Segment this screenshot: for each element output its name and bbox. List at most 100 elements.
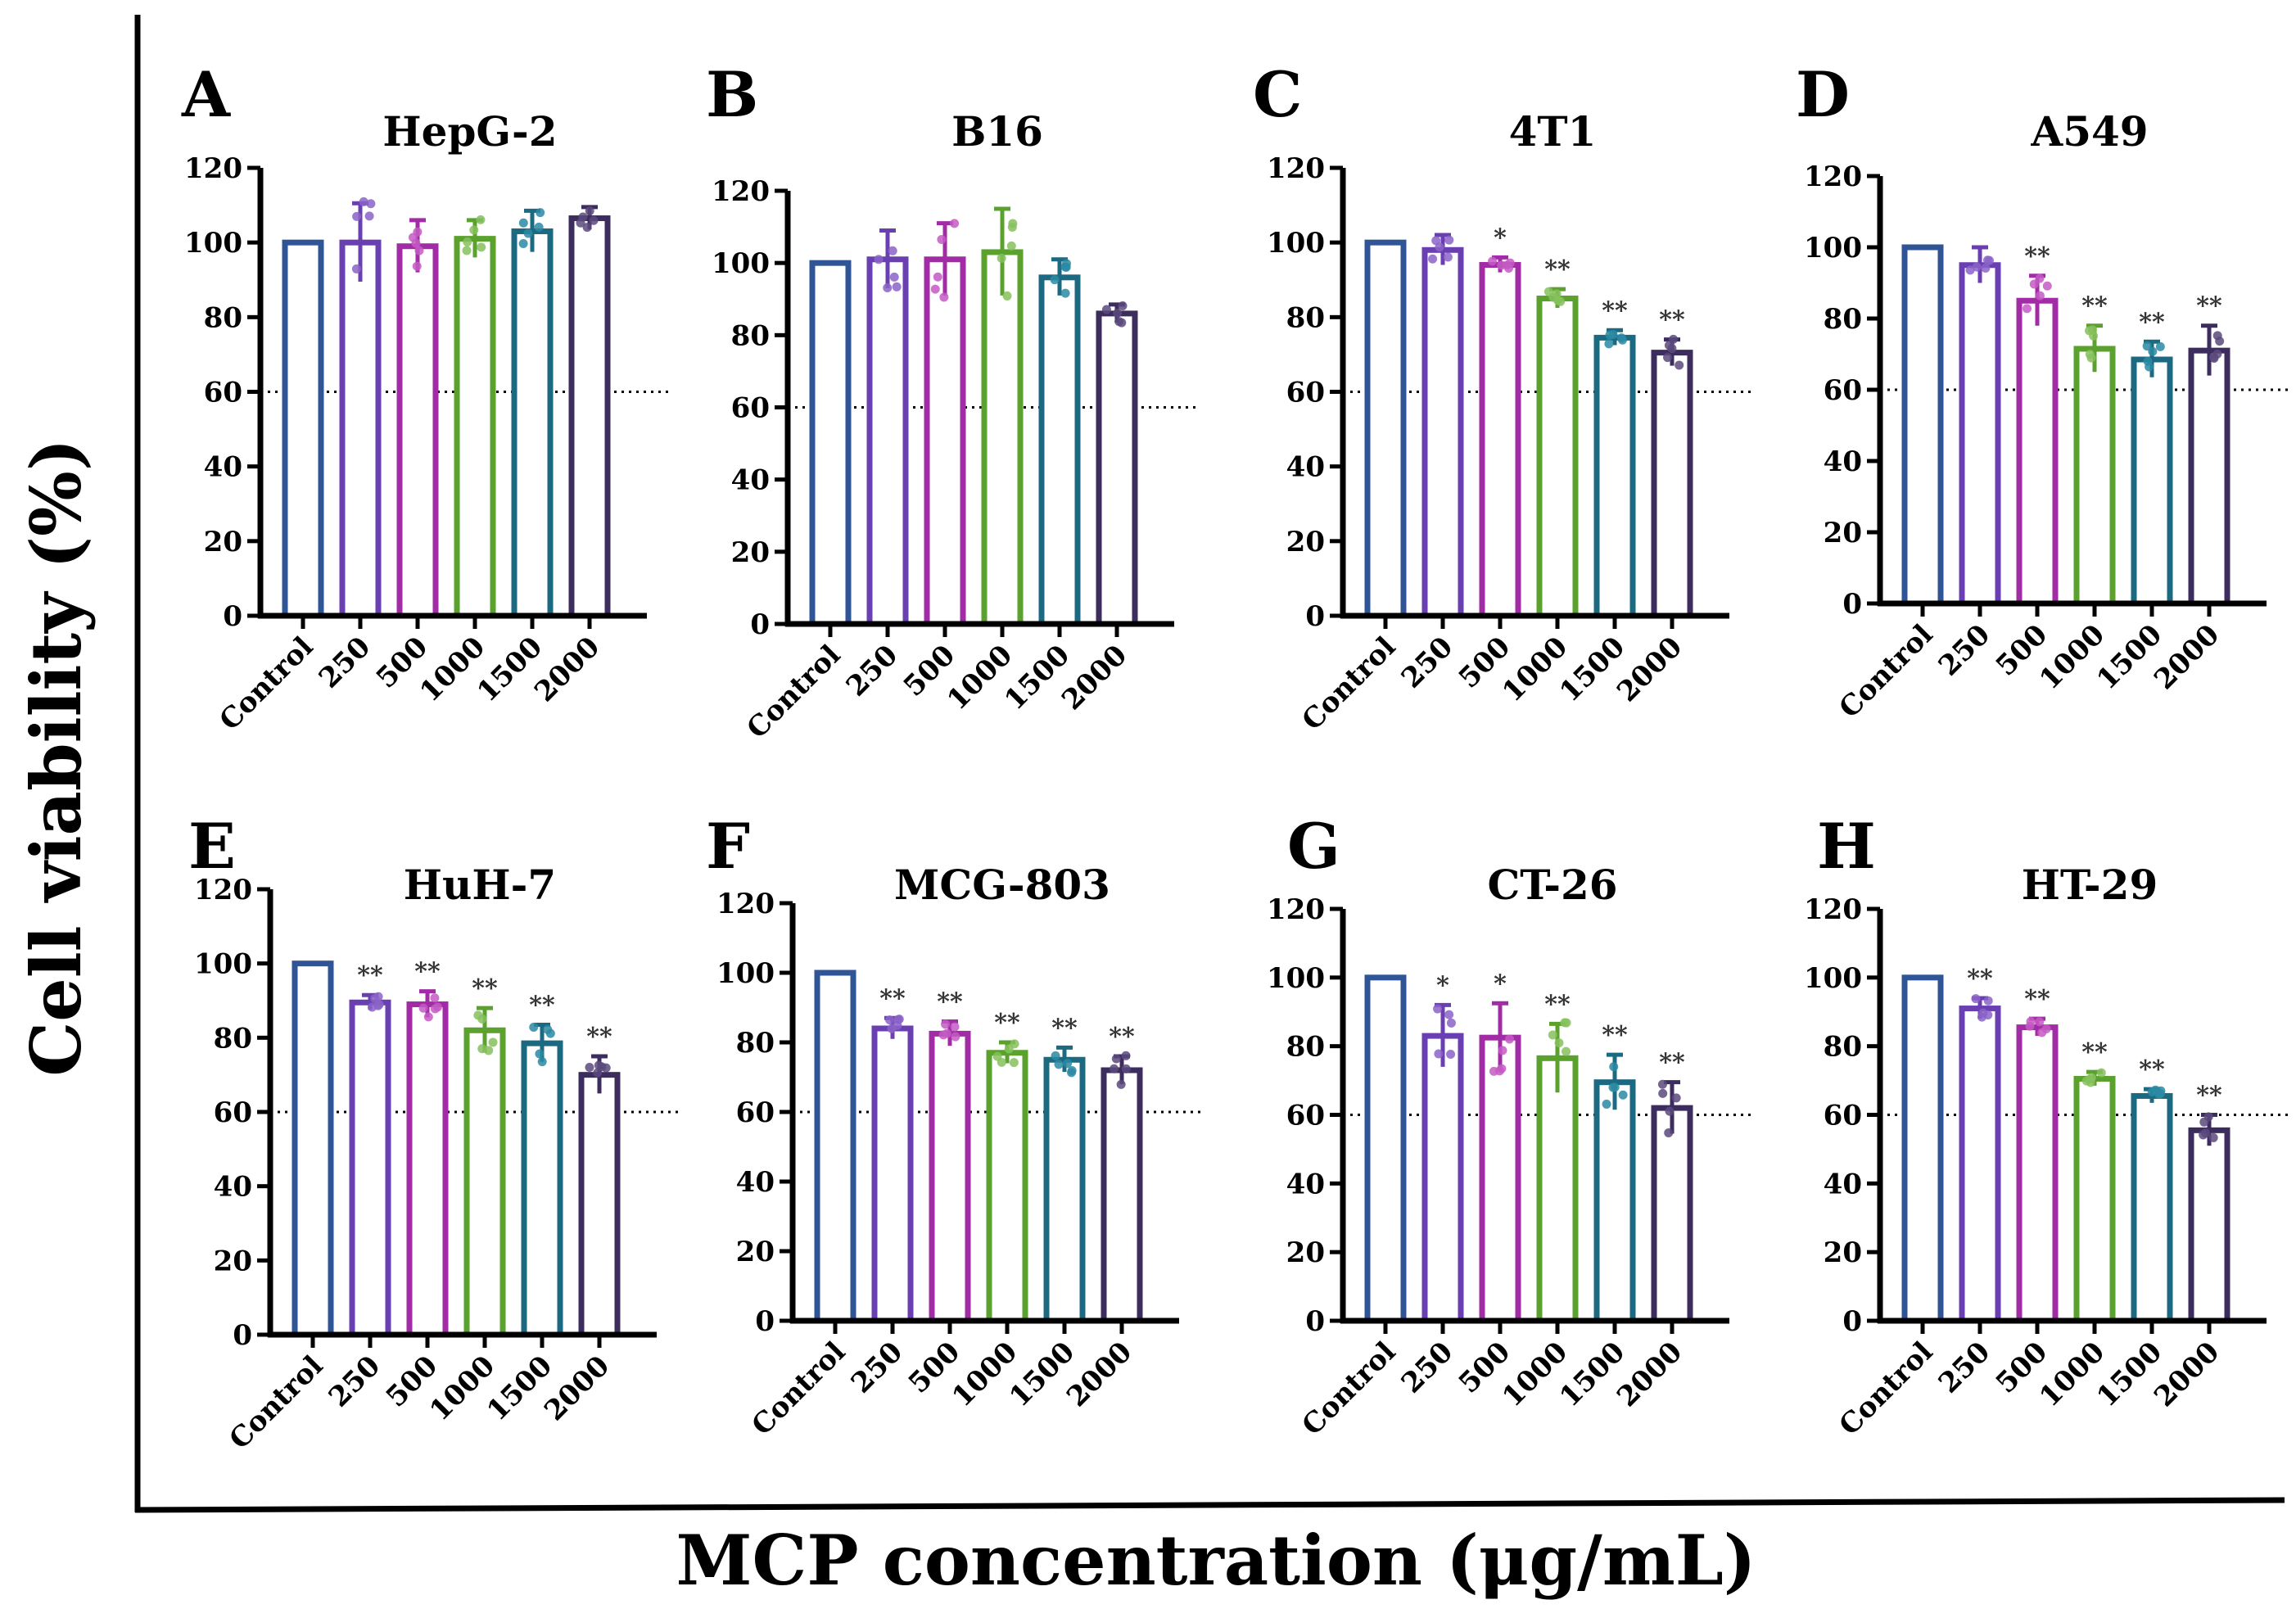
y-tick-label: 40 xyxy=(204,451,242,484)
replicate-dot xyxy=(463,237,472,247)
x-tick-label: Control xyxy=(1295,630,1402,737)
replicate-dot xyxy=(1004,1044,1014,1054)
x-tick-label: 250 xyxy=(1395,630,1459,694)
significance-marker: ** xyxy=(1967,965,1993,993)
replicate-dot xyxy=(418,1003,428,1013)
replicate-dot xyxy=(941,1019,951,1029)
replicate-dot xyxy=(1965,265,1975,275)
replicate-dot xyxy=(1608,1082,1618,1092)
replicate-dot xyxy=(518,218,528,228)
x-tick-label: 1500 xyxy=(2090,618,2168,696)
significance-marker: ** xyxy=(1109,1023,1135,1051)
significance-marker: ** xyxy=(2081,1038,2108,1067)
bar-1000 xyxy=(986,1050,1028,1324)
y-tick-label: 80 xyxy=(204,301,242,334)
replicate-dot xyxy=(430,1004,440,1014)
y-tick-label: 20 xyxy=(204,526,242,558)
y-tick-label: 80 xyxy=(214,1022,252,1055)
x-tick-label: 250 xyxy=(323,1349,386,1413)
y-tick-label: 120 xyxy=(184,152,242,185)
replicate-dot xyxy=(930,284,940,294)
replicate-dot xyxy=(2208,1132,2218,1142)
y-tick-label: 60 xyxy=(214,1096,252,1129)
significance-marker: ** xyxy=(1659,1049,1685,1078)
y-tick-label: 60 xyxy=(731,392,770,425)
bar-control xyxy=(1364,974,1407,1324)
replicate-dot xyxy=(933,272,942,282)
y-tick-label: 120 xyxy=(1804,893,1862,926)
y-tick-label: 60 xyxy=(1824,374,1862,407)
replicate-dot xyxy=(1554,1038,1564,1048)
x-tick-label: Control xyxy=(1833,618,1939,725)
bar-2000 xyxy=(2188,1127,2230,1324)
bar-1500 xyxy=(2131,1092,2173,1324)
replicate-dot xyxy=(1608,330,1618,340)
replicate-dot xyxy=(477,1044,487,1054)
replicate-dot xyxy=(366,199,376,209)
panel-letter: F xyxy=(706,810,750,883)
x-tick-label: Control xyxy=(745,1336,852,1442)
x-tick-label: 1000 xyxy=(946,1336,1024,1413)
replicate-dot xyxy=(1433,1004,1443,1014)
x-tick-label: 1500 xyxy=(998,639,1076,716)
replicate-dot xyxy=(1663,353,1673,363)
replicate-dot xyxy=(2022,304,2032,314)
replicate-dot xyxy=(950,1022,960,1032)
chart-panels: AHepG-2Control25050010001500200002040608… xyxy=(181,58,2288,1456)
replicate-dot xyxy=(529,1022,539,1032)
replicate-dot xyxy=(1609,1062,1619,1072)
replicate-dot xyxy=(477,1014,487,1024)
replicate-dot xyxy=(518,238,528,248)
significance-marker: ** xyxy=(994,1009,1020,1037)
figure-x-label: MCP concentration (μg/mL) xyxy=(676,1520,1756,1601)
replicate-dot xyxy=(2035,273,2045,283)
replicate-dot xyxy=(1060,288,1070,298)
panel-title: A549 xyxy=(2030,107,2148,156)
replicate-dot xyxy=(462,246,472,255)
replicate-dot xyxy=(2148,346,2158,356)
x-tick-label: Control xyxy=(223,1349,329,1456)
panel-letter: E xyxy=(188,810,236,883)
y-tick-label: 0 xyxy=(1305,600,1325,633)
x-tick-label: 2000 xyxy=(2148,1336,2226,1413)
bar-1000 xyxy=(463,1027,506,1338)
significance-marker: * xyxy=(1494,969,1507,998)
x-tick-label: 250 xyxy=(840,639,904,703)
replicate-dot xyxy=(1446,1018,1456,1028)
figure-y-label: Cell viability (%) xyxy=(16,438,97,1076)
panel-letter: A xyxy=(181,58,231,131)
replicate-dot xyxy=(1006,241,1016,251)
y-tick-label: 60 xyxy=(204,377,242,409)
replicate-dot xyxy=(545,1028,555,1038)
y-tick-label: 0 xyxy=(1305,1305,1325,1338)
significance-marker: ** xyxy=(529,991,555,1019)
replicate-dot xyxy=(1617,335,1627,345)
replicate-dot xyxy=(1488,256,1498,266)
significance-marker: * xyxy=(1494,224,1507,252)
replicate-dot xyxy=(892,282,902,292)
replicate-dot xyxy=(582,223,592,233)
replicate-dot xyxy=(1505,1034,1515,1044)
replicate-dot xyxy=(1562,1046,1571,1056)
replicate-dot xyxy=(1444,235,1454,245)
replicate-dot xyxy=(469,225,479,235)
bar-250 xyxy=(1421,1033,1464,1324)
replicate-dot xyxy=(2042,281,2052,291)
y-tick-label: 100 xyxy=(1267,227,1325,260)
replicate-dot xyxy=(1118,301,1128,310)
panel-letter: G xyxy=(1287,810,1340,883)
replicate-dot xyxy=(1504,264,1514,273)
replicate-dot xyxy=(1061,259,1071,269)
panel-letter: B xyxy=(706,58,758,131)
y-tick-label: 20 xyxy=(1824,517,1862,549)
replicate-dot xyxy=(2142,341,2152,351)
replicate-dot xyxy=(1444,1010,1454,1019)
bar-control xyxy=(1364,239,1407,619)
y-tick-label: 0 xyxy=(233,1319,252,1352)
replicate-dot xyxy=(537,1057,547,1067)
replicate-dot xyxy=(1497,260,1507,270)
y-tick-label: 20 xyxy=(1286,526,1325,558)
bar-1500 xyxy=(511,228,554,619)
bar-250 xyxy=(1959,262,2001,607)
x-tick-label: 2000 xyxy=(1055,639,1133,716)
